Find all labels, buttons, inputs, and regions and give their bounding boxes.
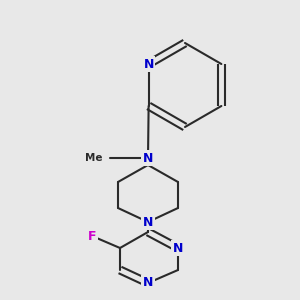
Text: N: N — [143, 152, 153, 164]
Text: F: F — [88, 230, 96, 242]
Text: N: N — [143, 277, 153, 290]
Text: Me: Me — [85, 153, 102, 163]
Text: N: N — [173, 242, 183, 254]
Text: N: N — [143, 58, 154, 70]
Text: N: N — [143, 215, 153, 229]
